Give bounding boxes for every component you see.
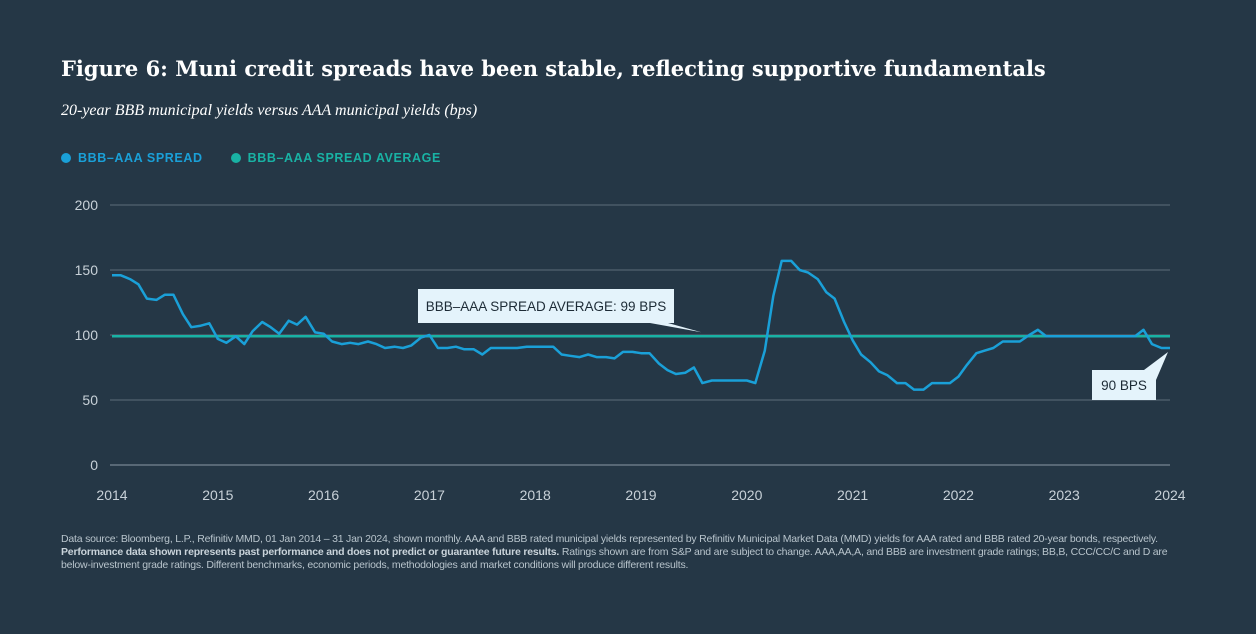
average-callout-box	[418, 289, 702, 333]
x-tick-label: 2016	[308, 487, 339, 503]
legend-item-spread: BBB–AAA SPREAD	[61, 151, 203, 165]
y-tick-label: 150	[75, 262, 99, 278]
x-tick-label: 2022	[943, 487, 974, 503]
y-tick-label: 0	[90, 457, 98, 473]
y-axis-ticks: 0 50 100 150 200	[75, 197, 99, 473]
average-callout-label: BBB–AAA SPREAD AVERAGE: 99 BPS	[426, 299, 667, 314]
legend-label-average: BBB–AAA SPREAD AVERAGE	[247, 151, 441, 165]
legend-marker-spread	[61, 153, 71, 163]
chart-subtitle: 20-year BBB municipal yields versus AAA …	[61, 102, 478, 119]
x-tick-label: 2018	[520, 487, 551, 503]
x-tick-label: 2015	[202, 487, 233, 503]
footnote-disclaimer: Performance data shown represents past p…	[61, 546, 560, 558]
chart-callouts: BBB–AAA SPREAD AVERAGE: 99 BPS 90 BPS	[418, 289, 1168, 400]
x-tick-label: 2020	[731, 487, 762, 503]
y-tick-label: 50	[82, 392, 98, 408]
x-tick-label: 2023	[1049, 487, 1080, 503]
chart-legend: BBB–AAA SPREAD BBB–AAA SPREAD AVERAGE	[61, 151, 441, 165]
chart-series	[112, 259, 1170, 391]
footnote: Data source: Bloomberg, L.P., Refinitiv …	[61, 533, 1171, 572]
legend-label-spread: BBB–AAA SPREAD	[78, 151, 203, 165]
x-tick-label: 2019	[625, 487, 656, 503]
x-tick-label: 2017	[414, 487, 445, 503]
x-tick-label: 2024	[1154, 487, 1185, 503]
x-tick-label: 2021	[837, 487, 868, 503]
last-value-callout-box	[1092, 352, 1168, 400]
x-axis-ticks: 2014 2015 2016 2017 2018 2019 2020 2021 2022 2023…	[96, 487, 1185, 503]
legend-item-average: BBB–AAA SPREAD AVERAGE	[230, 151, 441, 165]
chart-gridlines	[110, 204, 1170, 466]
x-tick-label: 2014	[96, 487, 127, 503]
y-tick-label: 100	[75, 327, 99, 343]
footnote-ratings: Ratings shown are from S&P and are subje…	[61, 546, 1168, 571]
footnote-source: Data source: Bloomberg, L.P., Refinitiv …	[61, 533, 1158, 545]
series-line-spread	[112, 259, 1170, 391]
last-value-callout-label: 90 BPS	[1101, 378, 1147, 393]
chart-title: Figure 6: Muni credit spreads have been …	[61, 56, 1046, 81]
y-tick-label: 200	[75, 197, 99, 213]
legend-marker-average	[230, 153, 241, 163]
